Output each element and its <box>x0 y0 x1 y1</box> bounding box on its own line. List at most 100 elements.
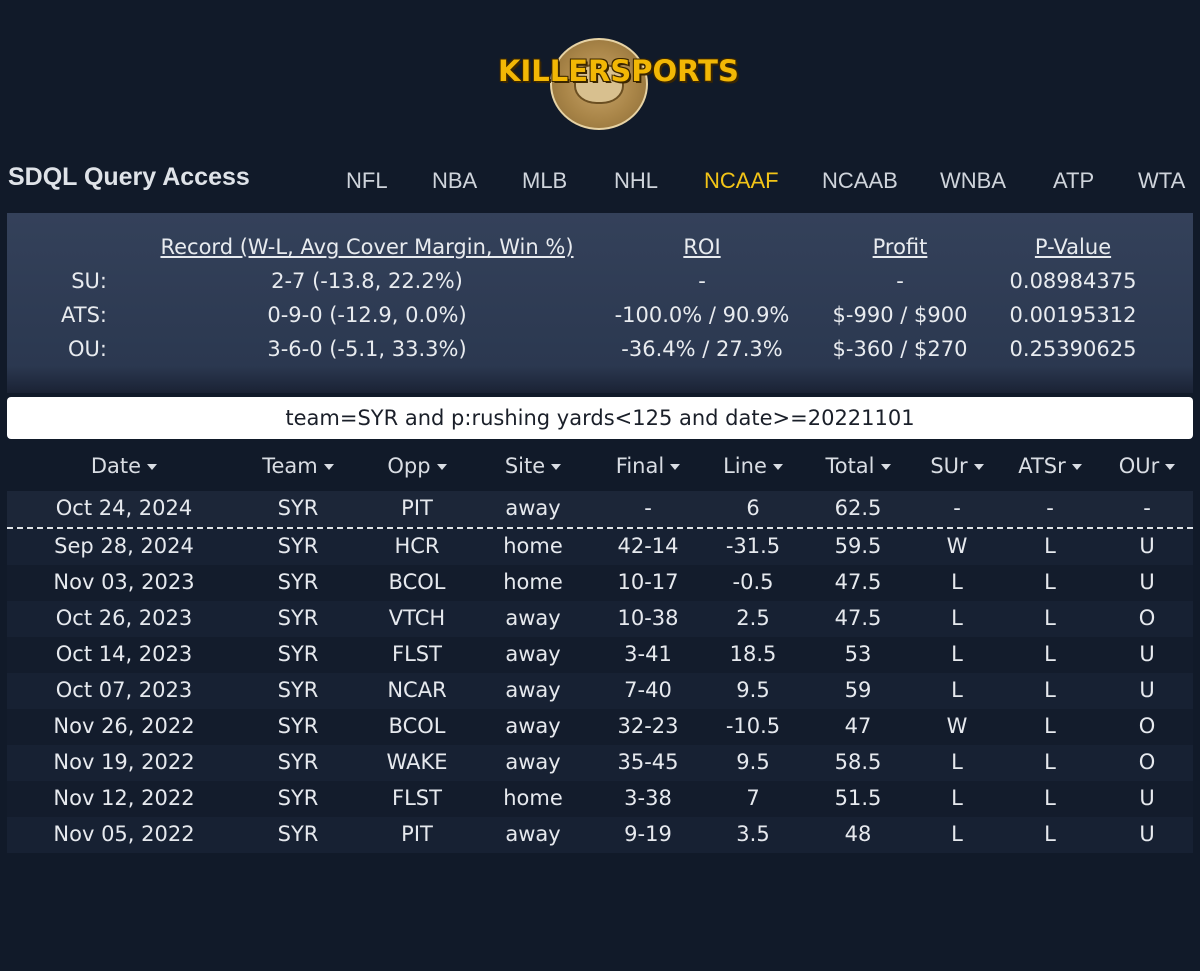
column-header-date[interactable]: Date <box>29 454 219 478</box>
cell-our: O <box>1138 606 1156 630</box>
sort-caret-icon <box>670 464 681 470</box>
cell-opp: VTCH <box>388 606 446 630</box>
table-row[interactable]: Oct 26, 2023 SYR VTCH away 10-38 2.5 47.5 L L O <box>7 601 1193 637</box>
summary-profit: $-360 / $270 <box>832 337 968 361</box>
cell-atsr: L <box>1044 642 1056 666</box>
cell-sur: L <box>951 570 963 594</box>
table-row[interactable]: Oct 14, 2023 SYR FLST away 3-41 18.5 53 L L U <box>7 637 1193 673</box>
cell-sur: W <box>946 534 968 558</box>
column-header-atsr[interactable]: ATSr <box>1005 454 1095 478</box>
cell-site: home <box>503 786 563 810</box>
cell-final: 32-23 <box>617 714 679 738</box>
nav-ncaaf[interactable]: NCAAF <box>704 168 779 193</box>
cell-date: Oct 26, 2023 <box>55 606 193 630</box>
pvalue-header[interactable]: P-Value <box>1034 235 1112 259</box>
column-header-final[interactable]: Final <box>593 454 703 478</box>
column-header-sur[interactable]: SUr <box>912 454 1002 478</box>
table-row[interactable]: Oct 07, 2023 SYR NCAR away 7-40 9.5 59 L L U <box>7 673 1193 709</box>
sort-caret-icon <box>1165 464 1176 470</box>
cell-opp: BCOL <box>388 570 446 594</box>
table-row[interactable]: Nov 26, 2022 SYR BCOL away 32-23 -10.5 47 W L O <box>7 709 1193 745</box>
cell-total: 47.5 <box>834 606 882 630</box>
column-header-line[interactable]: Line <box>698 454 808 478</box>
top-bar: SDQL Query Access NFL NBA MLB NHL NCAAF NCAAB… <box>0 152 1200 210</box>
summary-label: ATS: <box>61 303 107 327</box>
nav-nba[interactable]: NBA <box>432 168 478 193</box>
cell-our: U <box>1139 642 1155 666</box>
nav-atp[interactable]: ATP <box>1053 168 1095 193</box>
summary-record: 0-9-0 (-12.9, 0.0%) <box>267 303 467 327</box>
results-summary: Record (W-L, Avg Cover Margin, Win %) RO… <box>7 213 1193 393</box>
table-row[interactable]: Nov 03, 2023 SYR BCOL home 10-17 -0.5 47.5 L L U <box>7 565 1193 601</box>
cell-total: 59.5 <box>834 534 882 558</box>
column-header-site[interactable]: Site <box>478 454 588 478</box>
cell-date: Nov 26, 2022 <box>53 714 195 738</box>
cell-atsr: L <box>1044 606 1056 630</box>
cell-line: 18.5 <box>729 642 777 666</box>
sort-caret-icon <box>551 464 562 470</box>
cell-sur: L <box>951 642 963 666</box>
table-row[interactable]: Nov 19, 2022 SYR WAKE away 35-45 9.5 58.5 L L O <box>7 745 1193 781</box>
logo[interactable]: KILLERSPORTS <box>0 0 1200 140</box>
cell-team: SYR <box>277 822 319 846</box>
cell-team: SYR <box>277 750 319 774</box>
cell-site: home <box>503 534 563 558</box>
summary-row-ats: ATS: 0-9-0 (-12.9, 0.0%) -100.0% / 90.9% $-… <box>7 303 1193 337</box>
cell-team: SYR <box>277 496 319 520</box>
column-header-total[interactable]: Total <box>803 454 913 478</box>
cell-date: Oct 24, 2024 <box>55 496 193 520</box>
cell-final: 3-38 <box>624 786 672 810</box>
record-header[interactable]: Record (W-L, Avg Cover Margin, Win %) <box>160 235 574 259</box>
sort-caret-icon <box>436 464 447 470</box>
cell-site: away <box>505 822 561 846</box>
cell-site: away <box>505 642 561 666</box>
summary-roi: -36.4% / 27.3% <box>621 337 783 361</box>
cell-our: U <box>1139 822 1155 846</box>
page-title: SDQL Query Access <box>8 163 250 191</box>
cell-final: 7-40 <box>624 678 672 702</box>
cell-site: away <box>505 714 561 738</box>
column-header-opp[interactable]: Opp <box>367 454 467 478</box>
nav-nfl[interactable]: NFL <box>346 168 388 193</box>
nav-wnba[interactable]: WNBA <box>940 168 1006 193</box>
cell-atsr: L <box>1044 786 1056 810</box>
profit-header[interactable]: Profit <box>872 235 928 259</box>
cell-opp: FLST <box>392 642 442 666</box>
upcoming-game-row[interactable]: Oct 24, 2024 SYR PIT away - 6 62.5 - - - <box>7 491 1193 527</box>
nav-ncaab[interactable]: NCAAB <box>822 168 898 193</box>
roi-header[interactable]: ROI <box>683 235 721 259</box>
summary-pvalue: 0.00195312 <box>1009 303 1137 327</box>
summary-pvalue: 0.25390625 <box>1009 337 1137 361</box>
column-header-our[interactable]: OUr <box>1102 454 1192 478</box>
cell-site: away <box>505 606 561 630</box>
cell-total: 48 <box>844 822 872 846</box>
cell-opp: PIT <box>401 496 433 520</box>
cell-line: 3.5 <box>736 822 770 846</box>
nav-wta[interactable]: WTA <box>1138 168 1186 193</box>
table-row[interactable]: Sep 28, 2024 SYR HCR home 42-14 -31.5 59.5 W L U <box>7 529 1193 565</box>
summary-label: SU: <box>71 269 107 293</box>
cell-site: away <box>505 496 561 520</box>
sort-caret-icon <box>323 464 334 470</box>
nav-mlb[interactable]: MLB <box>522 168 568 193</box>
table-row[interactable]: Nov 12, 2022 SYR FLST home 3-38 7 51.5 L L U <box>7 781 1193 817</box>
column-header-team[interactable]: Team <box>248 454 348 478</box>
cell-date: Sep 28, 2024 <box>54 534 194 558</box>
query-display[interactable]: team=SYR and p:rushing yards<125 and dat… <box>7 397 1193 439</box>
cell-total: 59 <box>844 678 872 702</box>
cell-team: SYR <box>277 786 319 810</box>
summary-profit: $-990 / $900 <box>832 303 968 327</box>
sort-caret-icon <box>973 464 984 470</box>
cell-sur: L <box>951 786 963 810</box>
cell-total: 53 <box>844 642 872 666</box>
cell-opp: WAKE <box>386 750 448 774</box>
summary-row-su: SU: 2-7 (-13.8, 22.2%) - - 0.08984375 <box>7 269 1193 303</box>
nav-nhl[interactable]: NHL <box>614 168 659 193</box>
cell-final: 42-14 <box>617 534 679 558</box>
cell-atsr: L <box>1044 534 1056 558</box>
table-row[interactable]: Nov 05, 2022 SYR PIT away 9-19 3.5 48 L L U <box>7 817 1193 853</box>
sort-caret-icon <box>1071 464 1082 470</box>
summary-row-ou: OU: 3-6-0 (-5.1, 33.3%) -36.4% / 27.3% $-36… <box>7 337 1193 371</box>
summary-header-row: Record (W-L, Avg Cover Margin, Win %) RO… <box>7 235 1193 269</box>
logo-text: KILLERSPORTS <box>498 54 739 88</box>
